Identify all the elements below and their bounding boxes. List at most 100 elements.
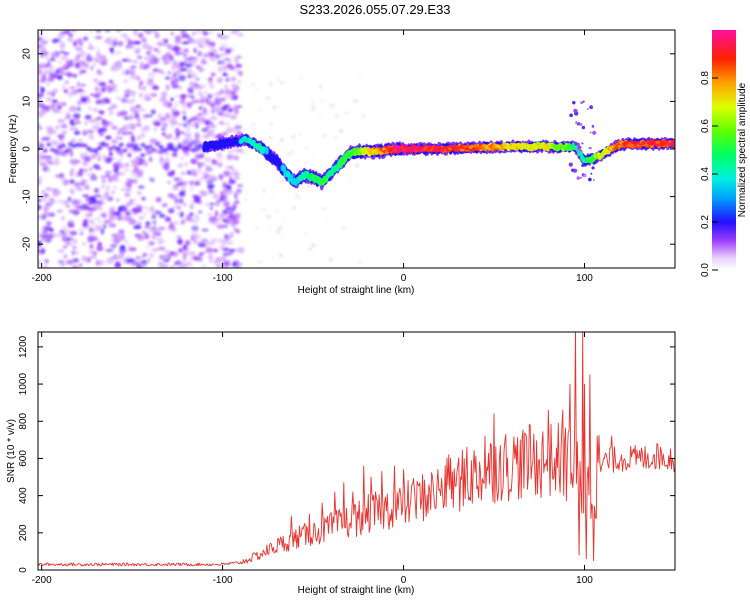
ridge-segment [577,154,579,157]
noise-blob [141,196,146,201]
noise-blob [54,157,60,160]
noise-blob [218,97,227,102]
noise-blob [86,53,91,59]
noise-blob [205,247,214,253]
noise-blob [59,262,67,267]
noise-blob [38,176,44,180]
noise-blob [175,35,182,42]
noise-blob [61,225,67,230]
noise-blob [208,253,214,260]
noise-blob [170,107,177,112]
noise-blob [305,147,308,150]
noise-blob [83,62,90,69]
noise-blob [110,104,118,109]
noise-blob [151,213,157,220]
noise-blob [38,92,43,99]
noise-blob [68,86,76,90]
noise-blob [355,99,359,102]
noise-blob [211,72,215,77]
spectrogram-x-tick-label: 100 [576,273,593,284]
noise-blob [114,50,122,55]
noise-blob [229,95,234,100]
noise-blob [205,120,210,126]
noise-blob [80,54,86,59]
noise-blob [228,149,233,155]
noise-blob [115,234,123,241]
noise-blob [319,85,322,89]
noise-blob [191,168,197,176]
noise-blob [101,87,106,93]
colorbar-tick-label: 0.6 [700,119,711,133]
noise-blob [189,251,196,256]
noise-blob [148,241,155,246]
noise-blob [229,47,235,52]
noise-blob [59,43,66,50]
noise-blob [187,143,193,148]
noise-blob [187,68,193,75]
noise-blob [266,215,271,219]
noise-blob [69,150,74,157]
noise-blob [87,130,95,134]
ridge-segment [581,164,585,167]
noise-blob [137,185,145,190]
noise-blob [178,85,183,90]
noise-blob [89,251,93,254]
noise-blob [181,33,186,39]
noise-blob [81,203,89,209]
noise-blob [68,33,74,37]
noise-blob [134,49,140,55]
noise-blob [199,251,207,255]
noise-blob [292,135,296,139]
noise-blob [174,94,181,98]
noise-blob [111,190,115,194]
noise-blob [97,241,103,247]
noise-blob [215,264,222,268]
noise-blob [151,85,159,90]
noise-blob [194,181,200,186]
noise-blob [209,85,215,88]
noise-blob [149,252,154,258]
ridge-segment [522,144,527,148]
noise-blob [211,58,217,63]
noise-blob [224,92,231,99]
noise-blob [226,165,230,171]
noise-blob [272,196,275,198]
noise-blob [161,203,168,208]
noise-blob [144,225,150,229]
noise-blob [234,215,241,220]
ridge-segment [570,145,575,150]
noise-blob [121,258,127,265]
noise-blob [72,113,81,119]
noise-blob [143,30,147,33]
noise-blob [199,95,207,100]
noise-blob [147,53,154,57]
noise-blob [118,163,125,167]
noise-blob [207,165,212,171]
noise-blob [159,254,165,260]
noise-blob [142,252,148,257]
noise-blob [117,158,123,163]
noise-blob [43,166,47,172]
noise-blob [78,99,82,106]
noise-blob [219,43,228,50]
noise-blob [112,66,119,72]
noise-blob [220,52,224,57]
noise-blob [209,206,213,210]
noise-blob [280,179,284,184]
noise-blob [161,132,166,136]
noise-blob [94,194,102,198]
noise-blob [136,147,142,152]
noise-blob [121,58,129,62]
noise-blob [218,120,225,125]
noise-blob [222,131,228,136]
noise-blob [132,114,139,119]
ridge-segment [575,122,578,125]
noise-blob [170,31,174,36]
noise-blob [277,78,281,81]
noise-blob [97,156,102,162]
noise-blob [273,105,277,109]
noise-blob [64,228,71,234]
noise-blob [136,234,145,241]
noise-blob [358,260,362,264]
noise-blob [47,76,55,82]
